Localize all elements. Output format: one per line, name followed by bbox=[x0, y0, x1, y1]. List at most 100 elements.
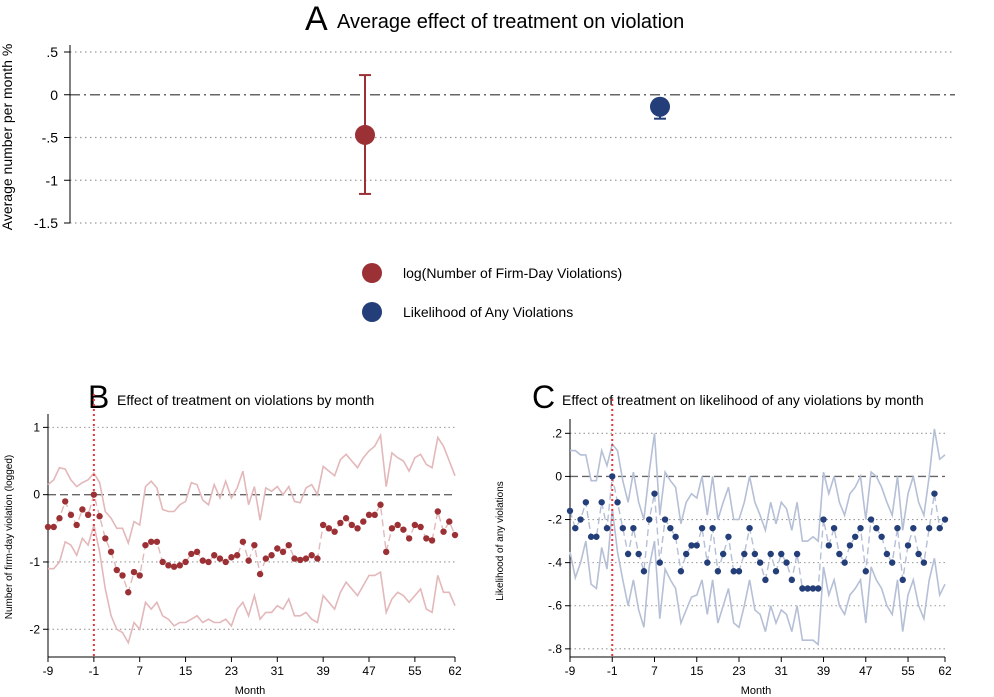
panel-c-title: Effect of treatment on likelihood of any… bbox=[562, 392, 924, 408]
panel-c-point bbox=[756, 559, 764, 566]
panel-c-point bbox=[846, 542, 854, 549]
panel-c-x-tick-label: -9 bbox=[565, 664, 576, 678]
panel-a-marks bbox=[355, 74, 670, 195]
panel-c-point bbox=[635, 550, 642, 558]
panel-c-point bbox=[793, 550, 801, 558]
panel-c-point bbox=[820, 516, 827, 523]
panel-c-point bbox=[677, 568, 685, 575]
panel-b-y-tick-label: 1 bbox=[33, 420, 40, 434]
panel-c-point bbox=[704, 559, 711, 566]
panel-b-x-tick-label: 31 bbox=[271, 664, 285, 678]
panel-c-point bbox=[661, 516, 669, 523]
panel-c-point bbox=[867, 516, 875, 523]
panel-c-point bbox=[656, 559, 663, 566]
panel-c-point bbox=[778, 550, 785, 558]
panel-b-point bbox=[314, 555, 321, 562]
panel-c-ci-upper-line bbox=[570, 428, 946, 543]
panel-b-point bbox=[211, 552, 218, 559]
panel-b-point bbox=[130, 568, 138, 576]
panel-b-x-tick-label: 62 bbox=[448, 664, 462, 678]
panel-c-letter: C bbox=[532, 379, 555, 415]
panel-c-point bbox=[809, 585, 817, 592]
panel-c-point bbox=[682, 550, 690, 558]
panel-c-point bbox=[698, 524, 706, 532]
panel-c-point bbox=[788, 576, 796, 584]
panel-b-x-tick-label: 7 bbox=[136, 664, 143, 678]
panel-b-point bbox=[182, 558, 189, 566]
panel-c-point bbox=[815, 585, 822, 592]
panel-b-x-tick-label: 55 bbox=[408, 664, 422, 678]
panel-b-x-tick-label: 15 bbox=[179, 664, 193, 678]
panel-b-point bbox=[216, 555, 224, 562]
panel-b-point bbox=[159, 558, 166, 566]
panel-b-point bbox=[308, 552, 315, 559]
panel-b-x-tick-label: 47 bbox=[362, 664, 376, 678]
panel-c-point bbox=[741, 550, 748, 558]
panel-c-point bbox=[852, 533, 859, 540]
panel-b-point bbox=[119, 572, 126, 579]
panel-c-y-tick-label: -.8 bbox=[548, 642, 562, 656]
panel-b-point bbox=[251, 541, 258, 549]
panel-b-point bbox=[228, 554, 235, 561]
panel-c-point bbox=[857, 524, 864, 532]
panel-b-point bbox=[50, 523, 57, 531]
panel-c-x-axis-title: Month bbox=[741, 685, 772, 697]
panel-b-point bbox=[325, 525, 333, 532]
panel-b-point bbox=[451, 531, 459, 539]
panel-c-point bbox=[862, 568, 869, 575]
panel-b-point bbox=[354, 525, 361, 532]
panel-b-x-axis-title: Month bbox=[235, 685, 266, 697]
panel-b-point bbox=[274, 545, 281, 552]
panel-b-point bbox=[142, 541, 149, 549]
panel-c-point bbox=[878, 533, 885, 540]
panel-c-point bbox=[904, 542, 912, 549]
panel-b-point bbox=[400, 526, 407, 533]
panel-b-point bbox=[44, 523, 52, 531]
panel-b-point bbox=[365, 511, 373, 519]
panel-c-x-tick-label: 62 bbox=[938, 664, 952, 678]
panel-b-point bbox=[268, 552, 275, 559]
panel-c-point bbox=[709, 524, 716, 532]
panel-b-point bbox=[199, 557, 206, 564]
panel-b-point bbox=[56, 515, 63, 522]
panel-b-point bbox=[102, 535, 109, 542]
panel-b-point bbox=[147, 538, 155, 545]
panel-b-point bbox=[170, 563, 178, 570]
panel-b-point bbox=[383, 548, 390, 556]
legend-label-firm-day-violations: log(Number of Firm-Day Violations) bbox=[403, 265, 622, 281]
panel-b-point bbox=[377, 501, 384, 508]
panel-b-point bbox=[245, 557, 252, 564]
panel-c-point bbox=[751, 550, 759, 558]
panel-c-point bbox=[640, 568, 648, 575]
panel-b-x-tick-label: -1 bbox=[89, 664, 100, 678]
panel-b-point bbox=[61, 498, 69, 505]
panel-b-y-tick-label: -1 bbox=[29, 555, 40, 569]
panel-c-point bbox=[577, 516, 584, 523]
panel-b: B Effect of treatment on violations by m… bbox=[4, 379, 462, 697]
panel-c-x-tick-label: 23 bbox=[732, 664, 746, 678]
panel-a-point-estimate bbox=[355, 124, 375, 145]
panel-b-point bbox=[331, 528, 338, 535]
panel-c-point bbox=[582, 499, 590, 506]
panel-b-point bbox=[440, 528, 447, 535]
panel-c-point bbox=[783, 559, 790, 566]
panel-b-point bbox=[405, 535, 413, 542]
panel-b-point bbox=[319, 521, 327, 529]
panel-a-y-tick-label: -1.5 bbox=[34, 215, 58, 231]
panel-c-y-tick-label: .2 bbox=[552, 426, 562, 440]
panel-a-grid bbox=[70, 51, 955, 224]
panel-a-letter: A bbox=[305, 0, 328, 38]
panel-b-point bbox=[434, 508, 442, 515]
panel-c-point bbox=[735, 568, 743, 575]
panel-b-plot: 1 0 -1 -2 -9 -1 7 15 23 31 39 47 55 62 bbox=[29, 394, 462, 678]
panel-c-point bbox=[598, 499, 605, 506]
panel-c-point bbox=[841, 559, 848, 566]
panel-c-point bbox=[894, 524, 901, 532]
panel-b-point bbox=[113, 566, 120, 574]
panel-a-point-estimate bbox=[650, 96, 670, 117]
panel-c-point bbox=[804, 585, 811, 592]
panel-c-point bbox=[920, 559, 928, 566]
panel-b-estimate-line bbox=[48, 492, 456, 595]
panel-c-x-tick-label: 47 bbox=[859, 664, 873, 678]
panel-c-point bbox=[603, 524, 611, 532]
